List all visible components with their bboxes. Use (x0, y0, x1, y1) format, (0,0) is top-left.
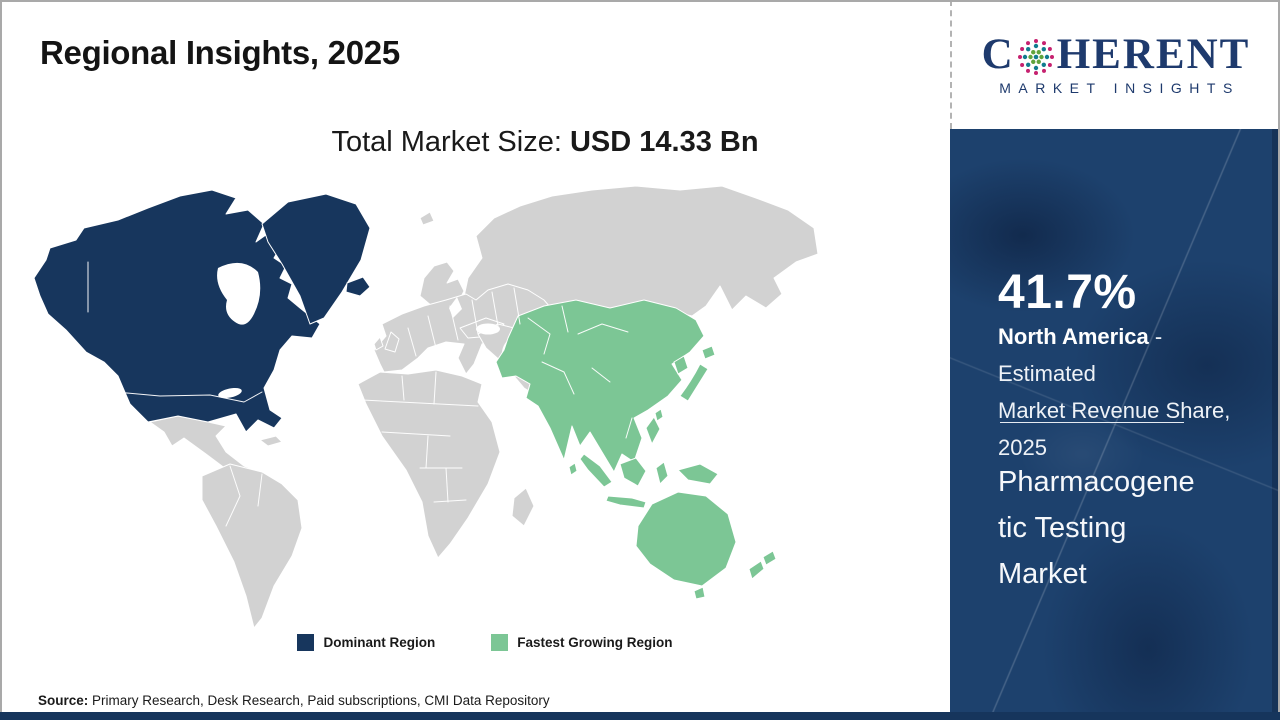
source-text: Primary Research, Desk Research, Paid su… (88, 693, 550, 708)
market-share-region: North America (998, 324, 1149, 349)
region-australia (635, 491, 737, 587)
region-cuba (259, 435, 283, 447)
total-market-size-value: USD 14.33 Bn (569, 126, 759, 158)
black-sea (476, 323, 500, 335)
map-legend: Dominant Region Fastest Growing Region (30, 634, 940, 651)
region-south-america (201, 463, 303, 629)
market-share-desc-rest: - Estimated (998, 324, 1163, 386)
region-japan-hokkaido (701, 345, 716, 360)
region-taiwan (654, 408, 664, 422)
legend-label-fastest-growing: Fastest Growing Region (517, 635, 673, 650)
legend-item-dominant: Dominant Region (297, 634, 435, 651)
baltic-sea (449, 297, 462, 318)
page-title: Regional Insights, 2025 (40, 34, 400, 71)
region-sulawesi (655, 461, 669, 485)
market-share-value: 41.7% (998, 266, 1137, 319)
region-new-zealand-south (748, 560, 765, 580)
region-iceland (345, 276, 371, 297)
region-borneo (619, 457, 647, 487)
logo-subtitle: MARKET INSIGHTS (999, 80, 1240, 96)
region-svalbard (419, 211, 435, 226)
region-greenland (261, 193, 371, 325)
market-name-line2: tic Testing (998, 512, 1127, 544)
region-philippines (645, 416, 661, 445)
region-korea (673, 355, 689, 375)
total-market-size-label: Total Market Size: (331, 126, 570, 158)
total-market-size: Total Market Size: USD 14.33 Bn (100, 126, 990, 159)
legend-item-fastest-growing: Fastest Growing Region (491, 634, 673, 651)
great-lakes (218, 387, 242, 399)
region-africa (357, 369, 501, 559)
region-japan-honshu (679, 363, 709, 402)
market-share-description: North America - Estimated Market Revenue … (998, 318, 1260, 466)
region-madagascar (511, 487, 535, 527)
region-sri-lanka (568, 462, 578, 476)
logo-letters-herent: HERENT (1056, 31, 1251, 78)
logo-letter-c: C (981, 31, 1015, 78)
world-map (30, 166, 820, 636)
market-name-line3: Market (998, 558, 1087, 590)
market-share-desc-line3: 2025 (998, 435, 1047, 460)
logo-wordmark: C HERENT (982, 33, 1251, 76)
source-label: Source: (38, 693, 89, 708)
country-borders (87, 261, 633, 527)
region-north-america (33, 189, 321, 433)
coherent-market-insights-logo: C HERENT MARKET INSIGHTS (950, 0, 1280, 129)
market-name: Pharmacogene tic Testing Market (998, 459, 1268, 597)
region-new-zealand-north (762, 550, 777, 566)
sidebar-divider (1000, 422, 1184, 423)
dominant-region-swatch (297, 634, 315, 651)
market-name-line1: Pharmacogene (998, 466, 1195, 498)
legend-label-dominant: Dominant Region (323, 635, 436, 650)
highlight-sidebar: 41.7% North America - Estimated Market Re… (950, 129, 1280, 720)
region-ireland (373, 336, 384, 351)
region-java (605, 495, 647, 509)
region-new-guinea (677, 463, 719, 485)
market-share-desc-line2: Market Revenue Share, (998, 398, 1231, 423)
source-line: Source: Primary Research, Desk Research,… (38, 693, 550, 708)
bottom-accent-bar (0, 712, 1280, 720)
region-united-kingdom (384, 331, 400, 353)
region-tasmania (693, 586, 706, 600)
hudson-bay (217, 262, 261, 325)
region-sumatra (579, 453, 613, 488)
fastest-growing-region-swatch (491, 634, 509, 651)
dotted-globe-icon (1017, 38, 1054, 75)
world-map-svg (33, 185, 819, 629)
